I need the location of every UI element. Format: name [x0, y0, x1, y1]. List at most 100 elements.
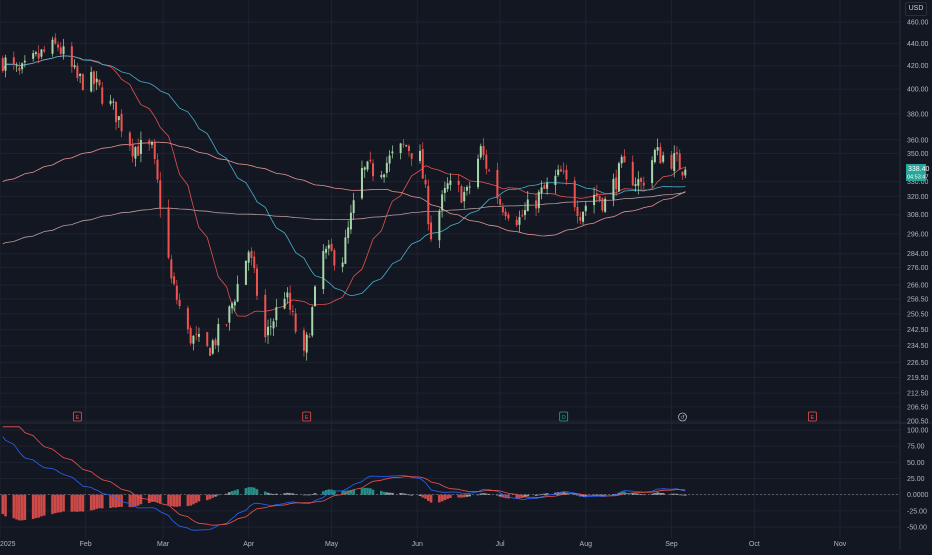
candle-body[interactable] — [457, 180, 460, 185]
event-marker[interactable]: ↺ — [678, 412, 687, 422]
candle-body[interactable] — [595, 193, 598, 197]
candle-body[interactable] — [631, 161, 634, 186]
candle-body[interactable] — [380, 175, 383, 178]
candle-body[interactable] — [653, 149, 656, 163]
candle-body[interactable] — [360, 168, 363, 199]
candle-body[interactable] — [137, 146, 140, 156]
candle-body[interactable] — [482, 145, 485, 156]
candle-body[interactable] — [499, 198, 502, 205]
candle-body[interactable] — [253, 256, 256, 269]
candle-body[interactable] — [269, 326, 272, 328]
candle-body[interactable] — [576, 206, 579, 217]
candle-body[interactable] — [604, 198, 607, 212]
candle-body[interactable] — [148, 140, 151, 145]
candle-body[interactable] — [98, 79, 101, 86]
candle-body[interactable] — [214, 339, 217, 346]
candle-body[interactable] — [559, 169, 562, 172]
candle-body[interactable] — [637, 179, 640, 186]
candle-body[interactable] — [582, 211, 585, 222]
candle-body[interactable] — [305, 334, 308, 353]
candle-body[interactable] — [526, 199, 529, 212]
candle-body[interactable] — [275, 307, 278, 321]
candle-body[interactable] — [366, 161, 369, 170]
candle-body[interactable] — [515, 219, 518, 226]
candle-body[interactable] — [92, 71, 95, 85]
candle-body[interactable] — [327, 244, 330, 249]
candle-body[interactable] — [598, 195, 601, 200]
candle-body[interactable] — [101, 87, 104, 104]
candle-body[interactable] — [427, 185, 430, 225]
candle-body[interactable] — [615, 177, 618, 190]
candle-body[interactable] — [678, 153, 681, 170]
candle-body[interactable] — [546, 182, 549, 189]
candle-body[interactable] — [383, 174, 386, 178]
candle-body[interactable] — [593, 194, 596, 206]
candle-body[interactable] — [192, 335, 195, 344]
candle-body[interactable] — [76, 65, 79, 78]
candle-body[interactable] — [120, 113, 123, 132]
candle-body[interactable] — [612, 178, 615, 200]
candle-body[interactable] — [554, 175, 557, 186]
candle-body[interactable] — [247, 252, 250, 263]
candle-body[interactable] — [178, 299, 181, 307]
candle-body[interactable] — [424, 180, 427, 185]
candle-body[interactable] — [443, 188, 446, 193]
candle-body[interactable] — [314, 286, 316, 307]
candle-body[interactable] — [651, 160, 654, 184]
candle-body[interactable] — [347, 227, 350, 238]
candle-body[interactable] — [167, 207, 170, 258]
candle-body[interactable] — [479, 146, 482, 158]
candle-body[interactable] — [634, 184, 637, 186]
candle-body[interactable] — [330, 243, 333, 251]
candle-body[interactable] — [601, 198, 604, 211]
candle-body[interactable] — [189, 328, 192, 344]
candle-body[interactable] — [217, 324, 220, 346]
candle-body[interactable] — [286, 292, 289, 298]
candle-body[interactable] — [399, 143, 402, 154]
candle-body[interactable] — [90, 71, 93, 92]
candle-body[interactable] — [460, 186, 463, 203]
event-markers[interactable]: E E D ↺ E — [72, 411, 817, 422]
candle-body[interactable] — [267, 326, 270, 336]
candle-body[interactable] — [128, 132, 131, 146]
candle-body[interactable] — [59, 47, 62, 54]
candle-body[interactable] — [430, 222, 433, 240]
candle-body[interactable] — [620, 156, 623, 164]
time-axis[interactable]: 2025 Feb Mar Apr May Jun Jul Aug Sep Oct Nov — [0, 541, 847, 548]
candle-body[interactable] — [333, 250, 336, 266]
price-axis[interactable]: 460.00 440.00 420.00 400.00 380.00 360.00 350.… — [907, 20, 929, 532]
candle-body[interactable] — [173, 276, 176, 285]
candle-body[interactable] — [573, 180, 576, 208]
candle-body[interactable] — [81, 74, 84, 91]
candle-body[interactable] — [302, 330, 305, 351]
candle-body[interactable] — [675, 152, 678, 155]
event-marker[interactable]: E — [807, 411, 817, 422]
candle-body[interactable] — [73, 65, 76, 68]
candle-body[interactable] — [584, 205, 587, 212]
candle-body[interactable] — [438, 210, 441, 241]
candle-body[interactable] — [57, 44, 60, 48]
candle-body[interactable] — [37, 53, 40, 59]
candle-body[interactable] — [659, 147, 662, 164]
candle-body[interactable] — [349, 212, 352, 230]
candle-body[interactable] — [344, 237, 347, 264]
candle-body[interactable] — [543, 185, 546, 189]
candle-body[interactable] — [441, 194, 444, 211]
candle-body[interactable] — [388, 155, 391, 164]
candle-body[interactable] — [465, 187, 468, 191]
candle-body[interactable] — [322, 250, 325, 290]
candle-body[interactable] — [21, 63, 24, 70]
candle-body[interactable] — [407, 146, 410, 152]
candle-body[interactable] — [684, 169, 687, 176]
event-marker[interactable]: E — [302, 411, 312, 422]
candle-body[interactable] — [463, 192, 466, 202]
candle-body[interactable] — [95, 78, 98, 83]
candle-body[interactable] — [32, 53, 35, 59]
candle-body[interactable] — [131, 144, 134, 157]
candle-body[interactable] — [670, 154, 673, 169]
candle-body[interactable] — [289, 292, 292, 310]
candle-body[interactable] — [308, 336, 311, 338]
candle-body[interactable] — [233, 301, 236, 306]
